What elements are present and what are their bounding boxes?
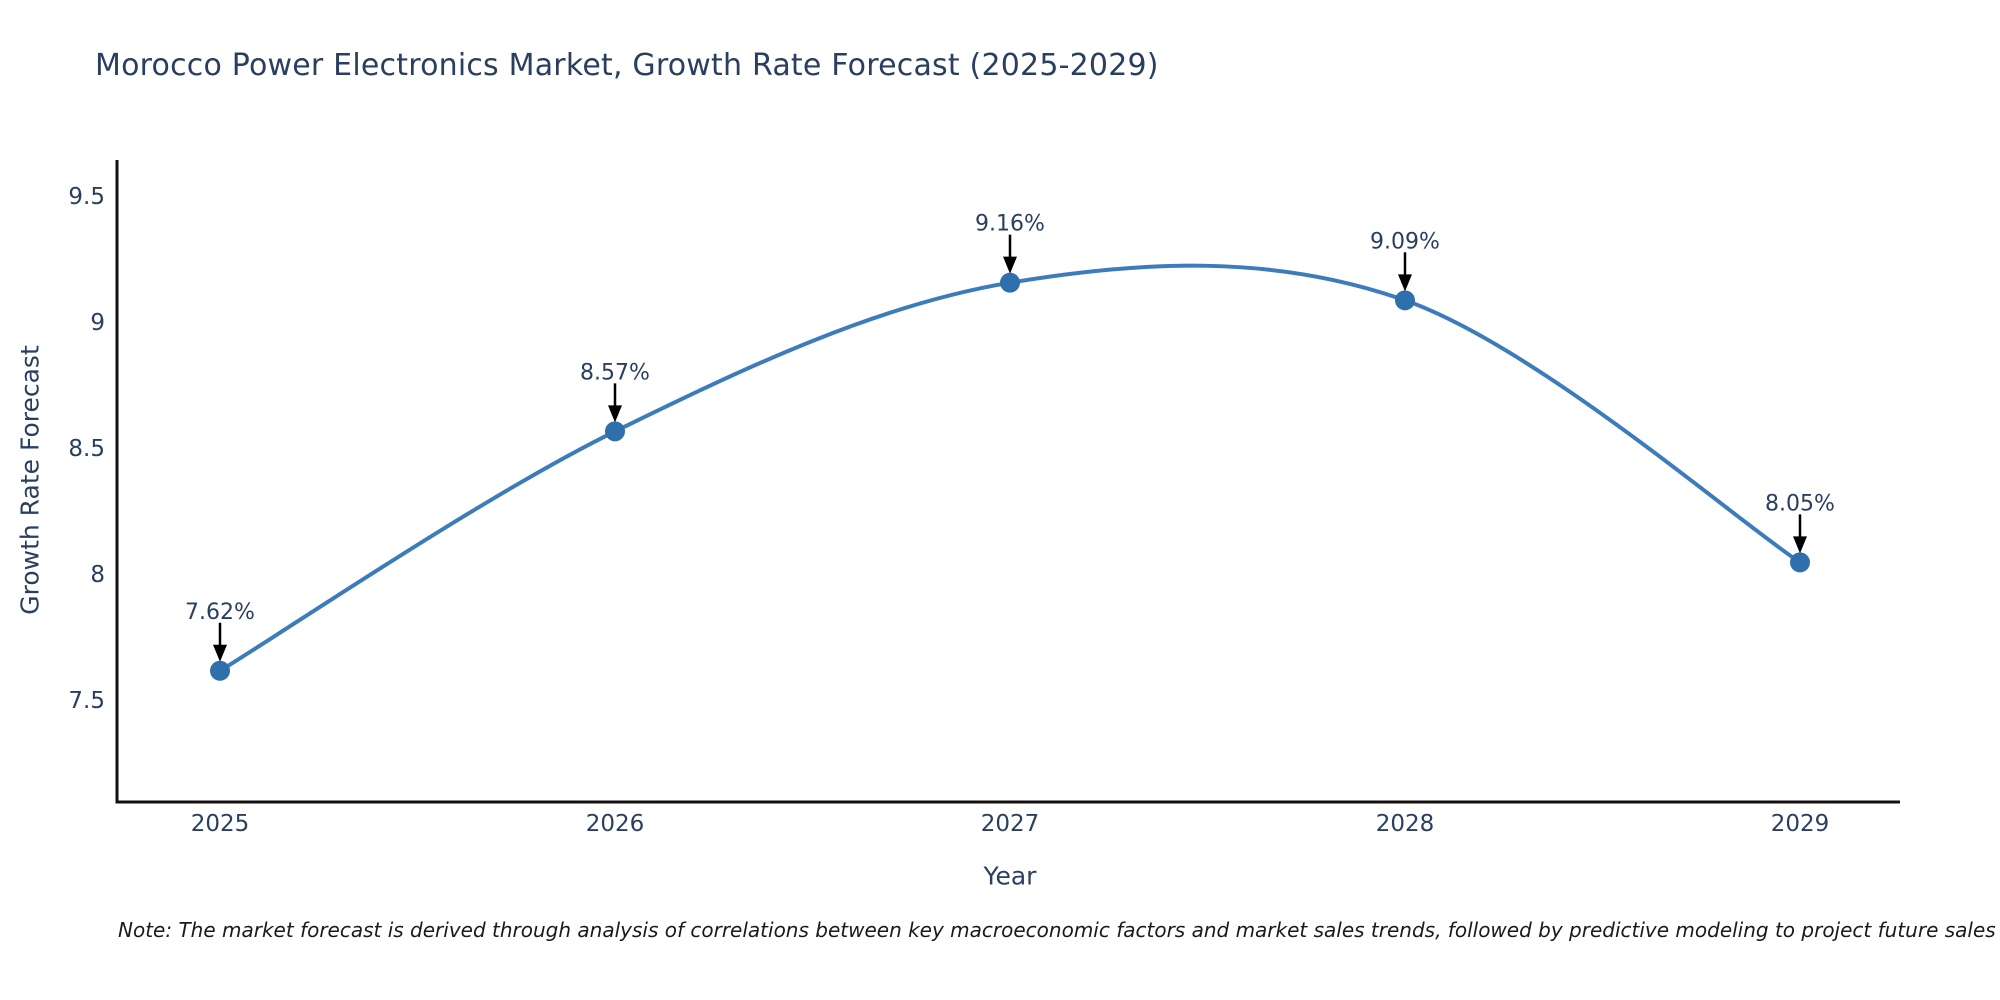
data-label: 8.05% [1765,491,1835,516]
y-tick-label: 7.5 [68,688,105,714]
data-label: 8.57% [580,360,650,385]
annotation-arrowhead [1793,536,1807,554]
data-point-marker [210,660,230,681]
trend-line [218,263,1802,673]
x-axis-title: Year [983,861,1037,891]
y-tick-label: 8 [90,562,105,588]
data-point-marker [1000,272,1020,293]
footnote: Note: The market forecast is derived thr… [118,918,1996,942]
y-tick-label: 9 [90,310,105,336]
annotation-arrowhead [1398,274,1412,292]
data-label: 9.09% [1370,229,1440,254]
y-axis-title: Growth Rate Forecast [15,345,45,615]
data-point-marker [1790,552,1810,573]
data-point-marker [605,421,625,442]
x-tick-label: 2028 [1376,811,1435,837]
data-label: 7.62% [185,600,255,625]
chart-title: Morocco Power Electronics Market, Growth… [95,48,1159,83]
x-tick-label: 2029 [1771,811,1830,837]
annotation-arrowhead [1003,256,1017,274]
x-tick-label: 2026 [586,811,645,837]
data-point-marker [1395,290,1415,311]
annotation-arrowhead [213,644,227,662]
y-tick-label: 9.5 [68,184,105,210]
annotation-arrowhead [608,405,622,423]
data-label: 9.16% [975,212,1045,237]
x-tick-label: 2027 [981,811,1040,837]
y-tick-label: 8.5 [68,436,105,462]
x-tick-label: 2025 [191,811,250,837]
